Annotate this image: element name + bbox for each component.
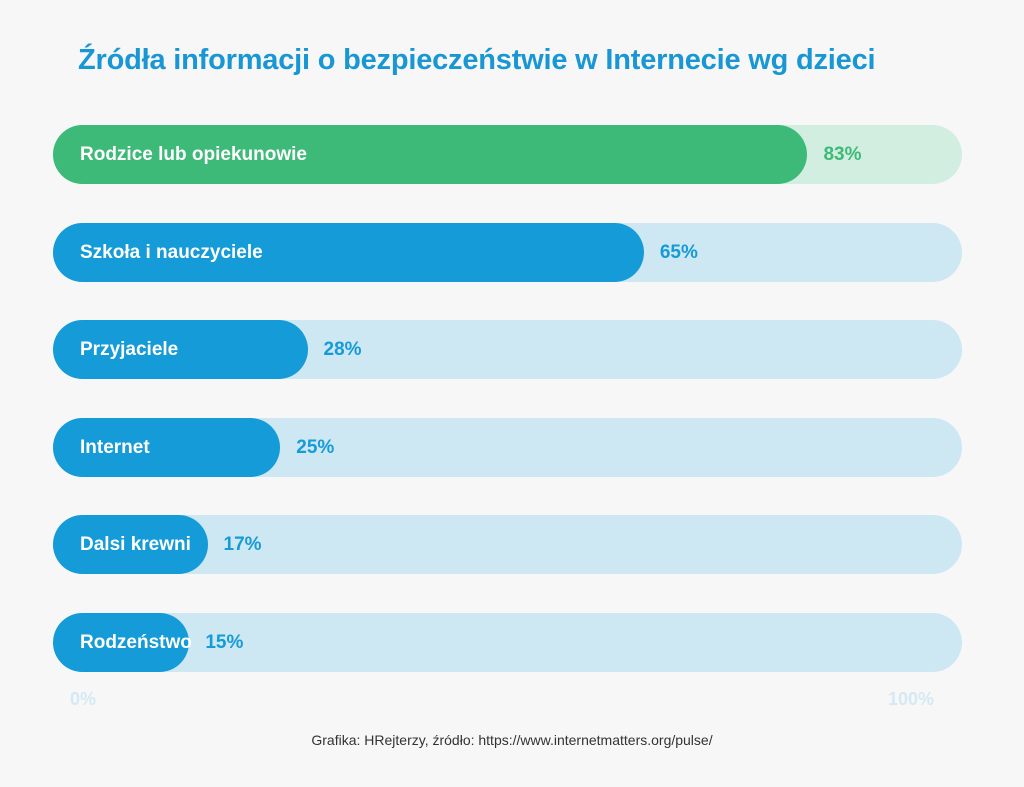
bar-category-label: Internet xyxy=(80,436,150,458)
bar-row: Szkoła i nauczyciele 65% xyxy=(53,222,962,282)
bar-value-label: 65% xyxy=(659,241,698,263)
bar-value-label: 83% xyxy=(823,144,862,165)
bar xyxy=(53,612,190,672)
bar-value-label: 15% xyxy=(205,631,244,653)
bar-category-label: Dalsi krewni xyxy=(80,534,191,555)
bar xyxy=(53,222,644,282)
bar xyxy=(53,125,808,184)
axis-min-label: 0% xyxy=(70,689,97,709)
bar xyxy=(53,515,208,574)
bar-category-label: Przyjaciele xyxy=(80,339,179,360)
bar xyxy=(53,320,308,379)
bar-row: Rodzice lub opiekunowie 83% xyxy=(53,125,962,184)
bar-chart: Rodzice lub opiekunowie 83% Szkoła i naucz… xyxy=(53,125,962,710)
bar-category-label: Rodzice lub opiekunowie xyxy=(80,144,307,165)
bar-row: Przyjaciele 28% xyxy=(53,320,962,379)
chart-title: Źródła informacji o bezpieczeństwie w In… xyxy=(78,44,876,76)
bar-value-label: 25% xyxy=(296,436,335,458)
bar-category-label: Szkoła i nauczyciele xyxy=(80,241,263,263)
bar-track xyxy=(53,612,962,672)
bar-row: Rodzeństwo 15% xyxy=(53,612,962,672)
source-note: Grafika: HRejterzy, źródło: https://www.… xyxy=(311,732,713,748)
axis-max-label: 100% xyxy=(888,689,935,709)
bar-row: Dalsi krewni 17% xyxy=(53,515,962,574)
bar-category-label: Rodzeństwo xyxy=(80,631,192,653)
bar xyxy=(53,417,281,477)
bar-value-label: 17% xyxy=(223,534,262,555)
bar-row: Internet 25% xyxy=(53,417,962,477)
bar-value-label: 28% xyxy=(323,339,362,360)
